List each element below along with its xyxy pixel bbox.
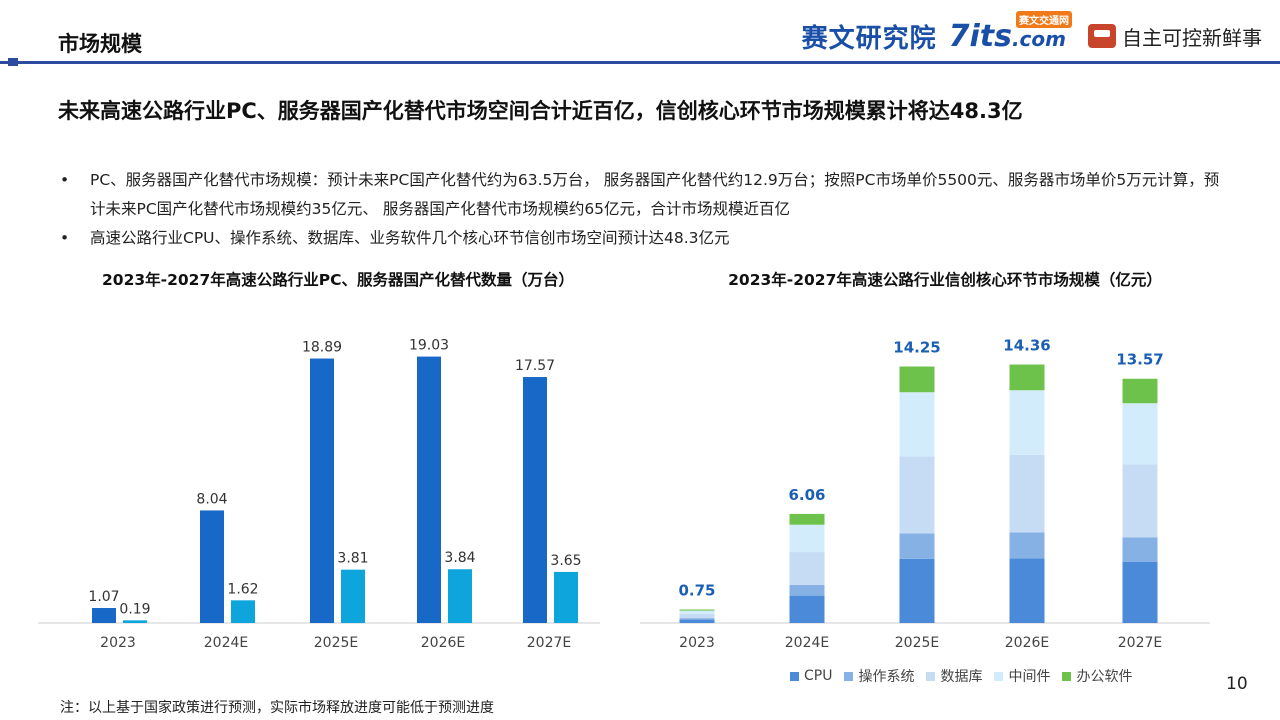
bullet-item-core-market: 高速公路行业CPU、操作系统、数据库、业务软件几个核心环节信创市场空间预计达48… bbox=[60, 224, 1220, 253]
page-number: 10 bbox=[1226, 674, 1248, 694]
right-chart-segment bbox=[1009, 558, 1045, 623]
right-chart-x-tick: 2023 bbox=[679, 635, 715, 651]
legend-label-cpu: CPU bbox=[804, 668, 833, 684]
legend-swatch-os bbox=[844, 671, 854, 681]
legend-swatch-cpu bbox=[790, 671, 799, 681]
left-bar-chart: 2023 2024E 2025E 2026E 2027E 1.07 8.04 18.89 19.… bbox=[38, 338, 600, 651]
legend-label-os: 操作系统 bbox=[858, 669, 915, 685]
right-chart-segment bbox=[1122, 561, 1158, 623]
right-chart-segment bbox=[789, 552, 825, 585]
right-chart-segment bbox=[679, 609, 715, 611]
legend-label-middleware: 中间件 bbox=[1008, 669, 1051, 685]
left-chart-value-label: 3.65 bbox=[550, 553, 581, 569]
right-chart-x-tick: 2025E bbox=[895, 635, 939, 651]
bullet-item-pc-server: PC、服务器国产化替代市场规模：预计未来PC国产化替代约为63.5万台， 服务器… bbox=[60, 166, 1220, 224]
slogan-logo-icon bbox=[1088, 24, 1116, 48]
right-chart-segment bbox=[679, 618, 715, 620]
left-chart-bar bbox=[417, 356, 441, 623]
page-headline: 未来高速公路行业PC、服务器国产化替代市场空间合计近百亿，信创核心环节市场规模累… bbox=[58, 99, 1023, 123]
left-chart-title: 2023年-2027年高速公路行业PC、服务器国产化替代数量（万台） bbox=[102, 271, 574, 289]
header-divider bbox=[0, 61, 1280, 64]
legend-swatch-middleware bbox=[994, 671, 1004, 681]
right-chart-segment bbox=[789, 595, 825, 623]
right-chart-legend: CPU 操作系统 数据库 中间件 办公软件 bbox=[790, 666, 1132, 686]
brand-slogan: 自主可控新鲜事 bbox=[1122, 25, 1262, 50]
left-chart-x-tick: 2026E bbox=[421, 635, 465, 651]
right-stacked-bar-chart: 2023 2024E 2025E 2026E 2027E 0.75 6.06 14.25 14.… bbox=[640, 337, 1210, 651]
right-chart-segment bbox=[1122, 537, 1158, 562]
brand-domain: .com bbox=[1011, 26, 1066, 51]
legend-swatch-database bbox=[926, 671, 936, 681]
right-chart-segment bbox=[789, 584, 825, 596]
brand-name-en: 7its.com 赛文交通网 bbox=[948, 10, 1072, 54]
right-chart-title: 2023年-2027年高速公路行业信创核心环节市场规模（亿元） bbox=[728, 271, 1162, 289]
left-chart-value-label: 19.03 bbox=[409, 338, 449, 354]
left-chart-value-label: 0.19 bbox=[119, 601, 150, 617]
right-chart-segment bbox=[899, 558, 935, 623]
legend-item-os: 操作系统 bbox=[844, 666, 914, 686]
left-chart-value-label: 1.07 bbox=[88, 589, 119, 605]
left-chart-bar bbox=[523, 377, 547, 623]
right-chart-segment bbox=[1009, 532, 1045, 559]
left-chart-x-tick: 2023 bbox=[100, 635, 136, 651]
right-chart-segment bbox=[899, 392, 935, 457]
legend-label-office: 办公软件 bbox=[1076, 669, 1133, 685]
left-chart-value-label: 3.84 bbox=[444, 550, 475, 566]
legend-item-database: 数据库 bbox=[926, 666, 982, 686]
left-chart-bar bbox=[123, 620, 147, 623]
brand-badge: 赛文交通网 bbox=[1016, 10, 1072, 28]
legend-swatch-office bbox=[1062, 671, 1072, 681]
left-chart-bar bbox=[92, 608, 116, 623]
right-chart-total-label: 13.57 bbox=[1116, 351, 1163, 369]
right-chart-segment bbox=[1122, 403, 1158, 465]
right-chart-total-label: 14.36 bbox=[1003, 337, 1050, 355]
left-chart-value-label: 17.57 bbox=[515, 358, 555, 374]
header-bar: 市场规模 赛文研究院 7its.com 赛文交通网 自主可控新鲜事 bbox=[0, 0, 1280, 66]
right-chart-segment bbox=[899, 366, 935, 393]
right-chart-segment bbox=[679, 614, 715, 619]
right-chart-segment bbox=[1009, 364, 1045, 391]
brand-logo-group: 赛文研究院 7its.com 赛文交通网 自主可控新鲜事 bbox=[801, 10, 1262, 56]
right-chart-segment bbox=[1122, 464, 1158, 538]
right-chart-segment bbox=[679, 619, 715, 623]
left-chart-value-label: 18.89 bbox=[302, 340, 342, 356]
right-chart-total-label: 0.75 bbox=[678, 582, 715, 600]
right-chart-segment bbox=[899, 533, 935, 559]
legend-label-database: 数据库 bbox=[940, 669, 983, 685]
right-chart-total-label: 14.25 bbox=[893, 339, 940, 357]
left-chart-value-label: 1.62 bbox=[227, 581, 258, 597]
legend-item-office: 办公软件 bbox=[1062, 666, 1132, 686]
right-chart-segment bbox=[1009, 390, 1045, 455]
right-chart-x-tick: 2026E bbox=[1005, 635, 1049, 651]
left-chart-bar bbox=[200, 510, 224, 623]
legend-item-cpu: CPU bbox=[790, 666, 832, 686]
left-chart-bar bbox=[231, 600, 255, 623]
right-chart-segment bbox=[789, 524, 825, 553]
bullet-list: PC、服务器国产化替代市场规模：预计未来PC国产化替代约为63.5万台， 服务器… bbox=[60, 166, 1220, 253]
left-chart-x-tick: 2024E bbox=[204, 635, 248, 651]
right-chart-segment bbox=[1009, 454, 1045, 533]
left-chart-value-label: 8.04 bbox=[196, 491, 227, 507]
right-chart-segment bbox=[899, 456, 935, 534]
left-chart-bar bbox=[310, 358, 334, 623]
brand-name-cn: 赛文研究院 bbox=[801, 23, 937, 54]
left-chart-x-tick: 2025E bbox=[314, 635, 358, 651]
brand-7its-text: 7its bbox=[948, 18, 1012, 54]
right-chart-total-label: 6.06 bbox=[788, 486, 825, 504]
legend-item-middleware: 中间件 bbox=[994, 666, 1050, 686]
left-chart-x-tick: 2027E bbox=[527, 635, 571, 651]
right-chart-x-tick: 2024E bbox=[785, 635, 829, 651]
left-chart-value-label: 3.81 bbox=[337, 551, 368, 567]
left-chart-bar bbox=[341, 569, 365, 623]
left-chart-bar bbox=[554, 571, 578, 623]
right-chart-segment bbox=[1122, 378, 1158, 404]
footnote: 注：以上基于国家政策进行预测，实际市场释放进度可能低于预测进度 bbox=[60, 700, 494, 716]
left-chart-bar bbox=[448, 569, 472, 623]
right-chart-segment bbox=[789, 513, 825, 525]
right-chart-x-tick: 2027E bbox=[1118, 635, 1162, 651]
right-chart-segment bbox=[679, 610, 715, 614]
section-title: 市场规模 bbox=[58, 32, 142, 56]
